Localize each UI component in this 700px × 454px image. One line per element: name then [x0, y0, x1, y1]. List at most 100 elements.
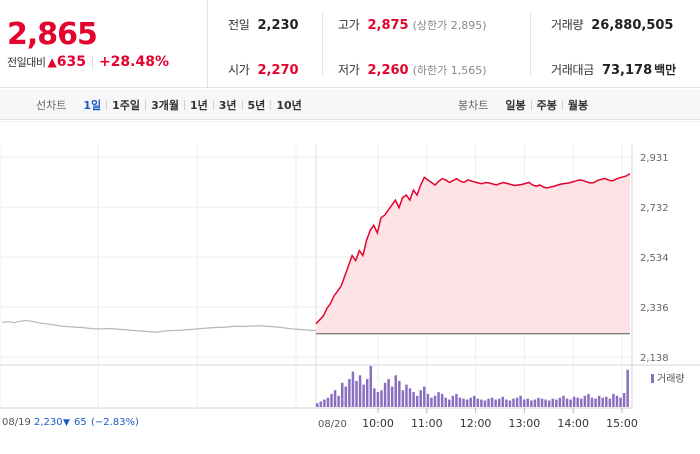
- volume-bar: [537, 397, 540, 407]
- volume-bar: [483, 400, 487, 407]
- volume-bar: [369, 366, 373, 407]
- prev-day-price-line: [1, 319, 317, 333]
- chart-period-tabbar: 선차트 1일 1주일 3개월 1년 3년 5년 10년 봉차트 일봉 주봉 월봉: [0, 89, 700, 120]
- today-date: 08/20: [318, 419, 347, 430]
- volume-bar: [480, 399, 483, 407]
- tab-daily-candle[interactable]: 일봉: [505, 98, 526, 112]
- volume-bar: [390, 386, 394, 407]
- x-tick-label: 11:00: [411, 417, 443, 430]
- volume-bar: [533, 399, 537, 407]
- volume-bar: [326, 397, 330, 407]
- volume-bar: [362, 384, 365, 407]
- tab-1year[interactable]: 1년: [189, 98, 208, 112]
- stat-open: 시가 2,270: [228, 63, 299, 78]
- volume-bar: [622, 393, 626, 407]
- volume-bar: [448, 399, 451, 407]
- volume-bar: [530, 400, 533, 407]
- price-chart[interactable]: 2,931 2,732 2,534 2,336 2,138 10:00 11:00 12:00…: [0, 120, 700, 450]
- stat-low: 저가 2,260 (하한가 1,565): [338, 63, 487, 78]
- quote-summary: 2,865 전일대비 ▲ 635 +28.48% 전일 2,230 시가 2,2…: [0, 0, 700, 88]
- volume-bar: [355, 380, 358, 407]
- volume-bar: [380, 390, 383, 407]
- column-divider: [322, 12, 323, 76]
- volume-bar: [365, 379, 369, 407]
- volume-bar: [601, 397, 604, 407]
- volume-bar: [462, 398, 465, 407]
- tab-5years[interactable]: 5년: [247, 98, 266, 112]
- volume-bar: [376, 392, 380, 407]
- volume-bar: [351, 371, 355, 407]
- high-value: 2,875: [367, 18, 409, 33]
- y-tick-label: 2,534: [640, 253, 669, 264]
- tab-monthly-candle[interactable]: 월봉: [567, 98, 589, 112]
- stat-volume: 거래량 26,880,505: [551, 18, 674, 33]
- open-value: 2,270: [257, 63, 299, 78]
- volume-bar: [587, 393, 590, 407]
- volume-bar: [337, 395, 340, 407]
- column-divider: [530, 12, 531, 76]
- prev-day-date: 08/19: [2, 417, 31, 428]
- volume-bar: [626, 369, 629, 407]
- candle-chart-title: 봉차트: [458, 98, 489, 112]
- volume-bar: [426, 393, 430, 407]
- line-chart-title: 선차트: [36, 98, 67, 112]
- tab-weekly-candle[interactable]: 주봉: [536, 98, 557, 112]
- volume-bar: [344, 386, 348, 407]
- volume-bar: [323, 399, 326, 407]
- volume-bar: [358, 375, 362, 407]
- today-price-line: [315, 173, 631, 325]
- volume-bar: [433, 395, 437, 407]
- tab-3years[interactable]: 3년: [218, 98, 237, 112]
- volume-bar: [330, 393, 333, 407]
- volume-bar: [408, 388, 412, 407]
- tab-1day[interactable]: 1일: [83, 98, 102, 112]
- volume-bar: [473, 395, 476, 407]
- volume-bar: [572, 396, 576, 407]
- volume-value: 26,880,505: [591, 18, 674, 33]
- prev-day-series: [1, 319, 317, 333]
- line-chart-tabs: 선차트 1일 1주일 3개월 1년 3년 5년 10년: [36, 89, 307, 120]
- volume-bar: [437, 392, 440, 407]
- prev-day-close: 2,230: [34, 417, 63, 428]
- tab-1week[interactable]: 1주일: [112, 98, 141, 112]
- y-tick-label: 2,732: [640, 203, 669, 214]
- change-label: 전일대비: [7, 56, 46, 69]
- volume-bar: [494, 399, 497, 407]
- volume-bar: [526, 398, 530, 407]
- x-tick-label: 13:00: [509, 417, 541, 430]
- volume-bar: [348, 379, 351, 407]
- volume-bar: [515, 397, 519, 407]
- volume-bar: [508, 400, 512, 407]
- volume-bar: [597, 395, 601, 407]
- volume-bar: [544, 399, 547, 407]
- today-price-area: [316, 173, 630, 334]
- upper-limit: (상한가 2,895): [412, 19, 487, 32]
- down-triangle-icon: ▼: [63, 418, 70, 428]
- volume-bar: [576, 397, 579, 407]
- volume-bar: [555, 399, 558, 407]
- y-tick-label: 2,336: [640, 303, 669, 314]
- volume-bar: [565, 398, 569, 407]
- volume-bar: [512, 398, 515, 407]
- volume-bar: [580, 398, 583, 407]
- candle-chart-tabs: 봉차트 일봉 주봉 월봉: [458, 89, 593, 120]
- stat-high: 고가 2,875 (상한가 2,895): [338, 18, 487, 33]
- volume-bars: [316, 366, 629, 407]
- volume-bar: [476, 398, 480, 407]
- volume-bar: [444, 397, 447, 407]
- x-tick-label: 12:00: [460, 417, 492, 430]
- stat-prev-close: 전일 2,230: [228, 18, 299, 33]
- volume-bar: [497, 398, 501, 407]
- volume-bar: [615, 395, 619, 407]
- tab-3months[interactable]: 3개월: [151, 98, 179, 112]
- up-triangle-icon: ▲: [47, 55, 57, 69]
- tab-10years[interactable]: 10년: [276, 98, 302, 112]
- volume-bar: [394, 375, 397, 407]
- low-value: 2,260: [367, 63, 409, 78]
- price-chart-svg: 2,931 2,732 2,534 2,336 2,138 10:00 11:00 12:00…: [0, 120, 700, 430]
- volume-bar: [415, 395, 419, 407]
- today-series: [315, 173, 631, 335]
- price-box: 2,865 전일대비 ▲ 635 +28.48%: [0, 0, 208, 88]
- x-tick-label: 15:00: [606, 417, 638, 430]
- volume-bar: [505, 399, 508, 407]
